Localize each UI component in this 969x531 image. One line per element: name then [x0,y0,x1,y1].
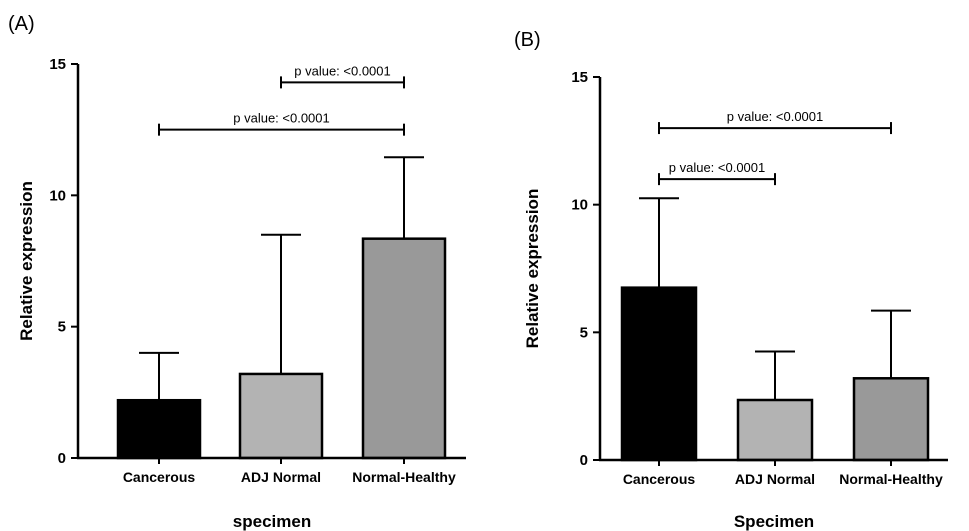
a-y-tick-label-1: 5 [58,319,66,336]
chart-a: Cancerous ADJ Normal Normal-Healthy 0 5 10 15 R… [17,56,466,531]
a-category-label-0: Cancerous [123,469,196,485]
a-bar-0 [116,398,202,460]
b-y-tick-label-3: 15 [571,69,588,86]
a-bar-1 [238,372,324,460]
chart-b: Cancerous ADJ Normal Normal-Healthy 0 5 10 15 R… [523,69,948,531]
b-category-label-0: Cancerous [623,471,696,487]
a-y-tick-label-3: 15 [49,56,66,73]
b-sig-label-0: p value: <0.0001 [727,109,824,124]
b-x-axis-title: Specimen [734,512,814,531]
panel-b-letter: (B) [514,29,541,51]
b-sig-label-1: p value: <0.0001 [669,160,766,175]
a-y-axis-title: Relative expression [17,181,36,341]
b-bar-0 [620,286,698,462]
b-y-tick-label-1: 5 [580,324,588,341]
a-sig-label-1: p value: <0.0001 [233,111,330,126]
b-category-label-2: Normal-Healthy [839,471,943,487]
a-y-tick-label-2: 10 [49,187,66,204]
b-category-label-1: ADJ Normal [735,471,815,487]
a-category-label-2: Normal-Healthy [352,469,456,485]
b-y-axis-title: Relative expression [523,189,542,349]
b-y-tick-label-0: 0 [580,452,588,469]
a-bar-2 [361,237,447,460]
a-y-tick-label-0: 0 [58,450,66,467]
a-x-axis-title: specimen [233,512,311,531]
panel-a-letter: (A) [8,13,35,35]
b-bar-1 [736,398,814,462]
b-bar-2 [852,377,930,462]
a-sig-label-0: p value: <0.0001 [294,63,391,78]
b-y-tick-label-2: 10 [571,197,588,214]
a-category-label-1: ADJ Normal [241,469,321,485]
